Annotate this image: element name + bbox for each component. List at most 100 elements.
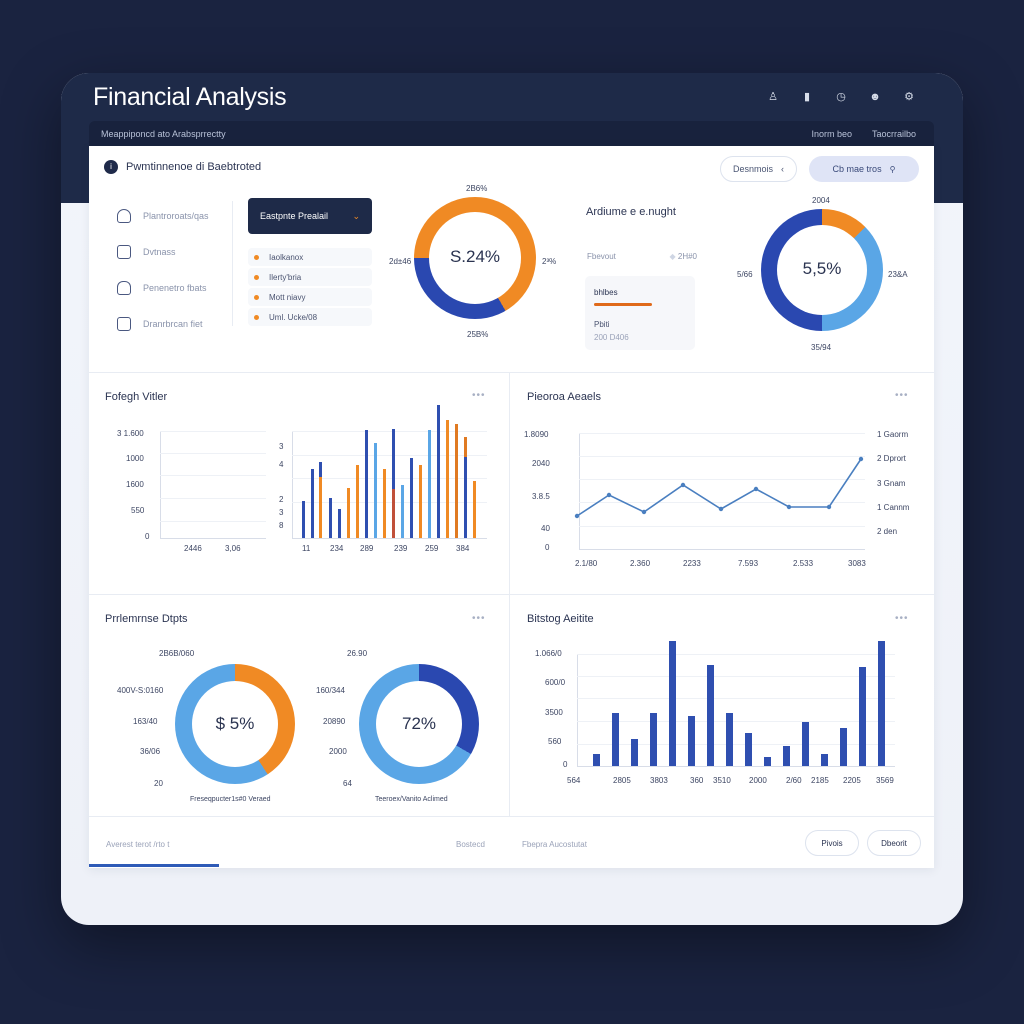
smile-icon[interactable]: ☻ xyxy=(869,91,881,103)
more-options-icon[interactable]: ••• xyxy=(472,613,486,624)
more-options-icon[interactable]: ••• xyxy=(472,390,486,401)
previous-button[interactable]: Pivois xyxy=(805,830,859,856)
grouped-bar-chart xyxy=(294,401,489,538)
legend-label: Uml. Ucke/08 xyxy=(269,312,318,322)
donut-1-value: S.24% xyxy=(449,247,501,266)
info-row: Fbevout ◆ 2H#0 xyxy=(587,252,697,261)
x-tick: 360 xyxy=(690,776,704,785)
side-nav: Plantroroats/qas Dvtnass Penenetro fbats… xyxy=(117,198,237,342)
x-tick: 384 xyxy=(456,544,470,553)
donut-1-label-left: 2d±46 xyxy=(389,257,412,266)
outline-button[interactable]: Desnmois ‹ xyxy=(720,156,797,182)
legend-label: Mott niavy xyxy=(269,292,306,302)
y-tick: 4 xyxy=(279,460,284,469)
y-tick: 0 xyxy=(145,532,150,541)
legend-item[interactable]: Ilerty'bria xyxy=(248,268,372,286)
x-tick: 3803 xyxy=(650,776,668,785)
legend-item[interactable]: Uml. Ucke/08 xyxy=(248,308,372,326)
divider xyxy=(89,816,934,817)
x-tick: 2185 xyxy=(811,776,829,785)
x-axis xyxy=(160,538,266,539)
nav-label: Dranrbrcan fiet xyxy=(143,319,203,329)
y-tick: 3 xyxy=(279,508,284,517)
legend-label: 2 den xyxy=(877,527,898,536)
app-window: Financial Analysis ♙ ▮ ◷ ☻ ⚙ Meappiponcd… xyxy=(61,73,963,925)
donut-a-label: 400V-S:0160 xyxy=(117,686,164,695)
filled-button-label: Cb mae tros xyxy=(832,164,882,174)
line-chart xyxy=(574,456,864,519)
x-tick: 2.1/80 xyxy=(575,559,598,568)
y-tick: 3500 xyxy=(545,708,563,717)
period-dropdown[interactable]: Eastpnte Prealail ⌄ xyxy=(248,198,372,234)
section-heading: i Pwmtinnenoe di Baebtroted xyxy=(104,160,261,174)
legend-item[interactable]: Iaolkanox xyxy=(248,248,372,266)
x-tick: 259 xyxy=(425,544,439,553)
inbox-icon xyxy=(117,281,131,295)
donut-b-label: 26.90 xyxy=(347,649,368,658)
bookmark-icon[interactable]: ▮ xyxy=(803,91,811,103)
card-2-title: Pieoroa Aeaels xyxy=(527,391,601,403)
orange-dot-icon xyxy=(254,274,259,280)
donut-b-label: 64 xyxy=(343,779,352,788)
y-axis xyxy=(579,433,580,549)
diamond-icon: ◆ xyxy=(669,252,676,261)
y-tick: 3.8.5 xyxy=(532,492,550,501)
divider xyxy=(89,372,934,373)
donut-a-caption: Freseqpucter1s#0 Veraed xyxy=(190,796,271,803)
y-tick: 600/0 xyxy=(545,678,566,687)
subbar-link-2[interactable]: Taocrrailbo xyxy=(871,129,916,139)
card-1-title: Fofegh Vitler xyxy=(105,391,168,403)
divider xyxy=(89,594,934,595)
filled-button[interactable]: Cb mae tros ⚲ xyxy=(809,156,919,182)
y-axis xyxy=(292,431,293,539)
footer-tab-2[interactable]: Bostecd xyxy=(456,840,485,849)
card-4-title: Bitstog Aeitite xyxy=(527,613,594,625)
x-tick: 3510 xyxy=(713,776,731,785)
footer-tab-1[interactable]: Averest terot /rto t xyxy=(106,840,170,849)
x-tick: 239 xyxy=(394,544,408,553)
x-tick: 2000 xyxy=(749,776,767,785)
user-lock-icon xyxy=(117,209,131,223)
x-tick: 2205 xyxy=(843,776,861,785)
x-tick: 2.360 xyxy=(630,559,651,568)
donut-b-label: 2000 xyxy=(329,747,347,756)
dropdown-label: Eastpnte Prealail xyxy=(260,211,329,221)
y-tick: 0 xyxy=(545,543,550,552)
x-tick: 3,06 xyxy=(225,544,241,553)
footer-tab-3[interactable]: Fbepra Aucostutat xyxy=(522,840,587,849)
info-card-value: 200 D406 xyxy=(594,333,629,342)
bar-chart xyxy=(579,636,899,766)
donut-chart-b: 72% xyxy=(359,664,479,784)
donut-a-label: 163/40 xyxy=(133,717,158,726)
y-tick: 3 xyxy=(279,442,284,451)
x-axis xyxy=(579,549,865,550)
nav-label: Plantroroats/qas xyxy=(143,211,209,221)
nav-item-1[interactable]: Plantroroats/qas xyxy=(117,198,237,234)
user-icon[interactable]: ♙ xyxy=(768,91,778,103)
subbar-link-1[interactable]: Inorm beo xyxy=(811,129,852,139)
more-options-icon[interactable]: ••• xyxy=(895,390,909,401)
x-tick: 7.593 xyxy=(738,559,759,568)
donut-2-label-bottom: 35/94 xyxy=(811,343,832,352)
next-button[interactable]: Dbeorit xyxy=(867,830,921,856)
info-row-label: Fbevout xyxy=(587,252,616,261)
nav-item-2[interactable]: Dvtnass xyxy=(117,234,237,270)
legend-item[interactable]: Mott niavy xyxy=(248,288,372,306)
orange-dot-icon xyxy=(254,254,259,260)
nav-item-3[interactable]: Penenetro fbats xyxy=(117,270,237,306)
card-3-title: Prrlemrnse Dtpts xyxy=(105,613,188,625)
donut-a-label: 2B6B/060 xyxy=(159,649,195,658)
section-title: Pwmtinnenoe di Baebtroted xyxy=(126,161,262,173)
clock-icon[interactable]: ◷ xyxy=(836,91,846,103)
settings-icon[interactable]: ⚙ xyxy=(904,91,914,103)
legend-label: Iaolkanox xyxy=(269,252,304,262)
donut-1-label-right: 2³% xyxy=(542,257,557,266)
nav-label: Dvtnass xyxy=(143,247,176,257)
x-tick: 3083 xyxy=(848,559,866,568)
donut-b-label: 160/344 xyxy=(316,686,345,695)
y-axis xyxy=(577,654,578,766)
chevron-left-icon: ‹ xyxy=(781,164,784,174)
nav-item-4[interactable]: Dranrbrcan fiet xyxy=(117,306,237,342)
donut-a-label: 36/06 xyxy=(140,747,161,756)
more-options-icon[interactable]: ••• xyxy=(895,613,909,624)
